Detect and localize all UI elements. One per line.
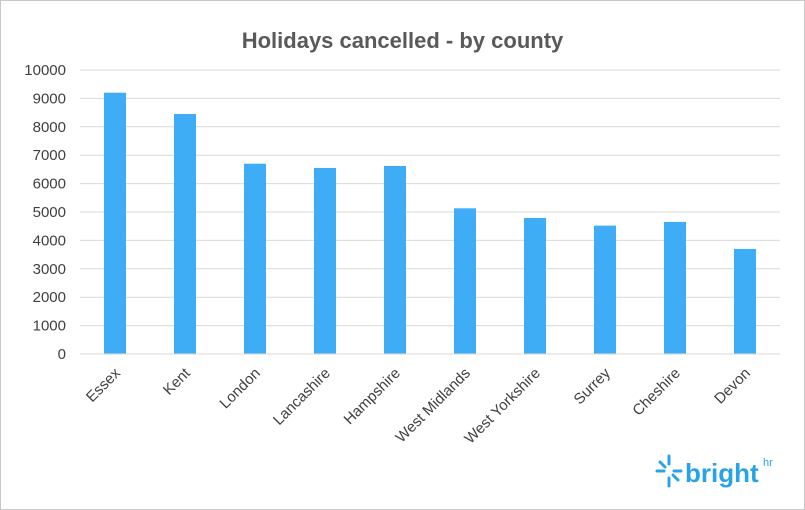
x-tick-label: London <box>216 365 263 412</box>
bar-hampshire <box>384 165 406 354</box>
bar-west-yorkshire <box>524 217 546 354</box>
chart-title: Holidays cancelled - by county <box>241 28 564 53</box>
y-tick-label: 9000 <box>33 90 66 107</box>
y-tick-label: 8000 <box>33 119 66 136</box>
y-axis: 0 1000 2000 3000 4000 5000 6000 7000 8000 9000 100… <box>24 62 66 363</box>
bar-london <box>244 163 266 354</box>
bar-devon <box>734 248 756 354</box>
logo-text: bright <box>685 458 759 488</box>
bar-west-midlands <box>454 208 476 354</box>
gridlines <box>80 69 780 355</box>
y-tick-label: 4000 <box>33 232 66 249</box>
logo-superscript: hr <box>763 457 773 469</box>
y-tick-label: 3000 <box>33 261 66 278</box>
y-tick-label: 5000 <box>33 204 66 221</box>
x-tick-label: West Yorkshire <box>461 365 544 448</box>
brighthr-logo: bright hr <box>655 454 773 488</box>
y-tick-label: 2000 <box>33 289 66 306</box>
bar-lancashire <box>314 167 336 354</box>
x-tick-label: Cheshire <box>629 365 683 419</box>
x-tick-label: Kent <box>160 364 194 398</box>
x-tick-label: Surrey <box>571 364 615 408</box>
y-tick-label: 1000 <box>33 318 66 335</box>
bar-surrey <box>594 225 616 354</box>
x-tick-label: Hampshire <box>341 365 404 428</box>
y-tick-label: 7000 <box>33 147 66 164</box>
bars <box>104 92 756 355</box>
x-tick-label: Lancashire <box>270 365 334 429</box>
bar-kent <box>174 114 196 355</box>
bar-cheshire <box>664 221 686 354</box>
y-tick-label: 10000 <box>24 62 66 79</box>
y-tick-label: 6000 <box>33 176 66 193</box>
x-tick-label: Devon <box>711 365 754 408</box>
x-tick-label: Essex <box>83 364 124 405</box>
bar-essex <box>104 92 126 354</box>
sparkle-icon <box>655 454 683 488</box>
y-tick-label: 0 <box>58 346 66 363</box>
